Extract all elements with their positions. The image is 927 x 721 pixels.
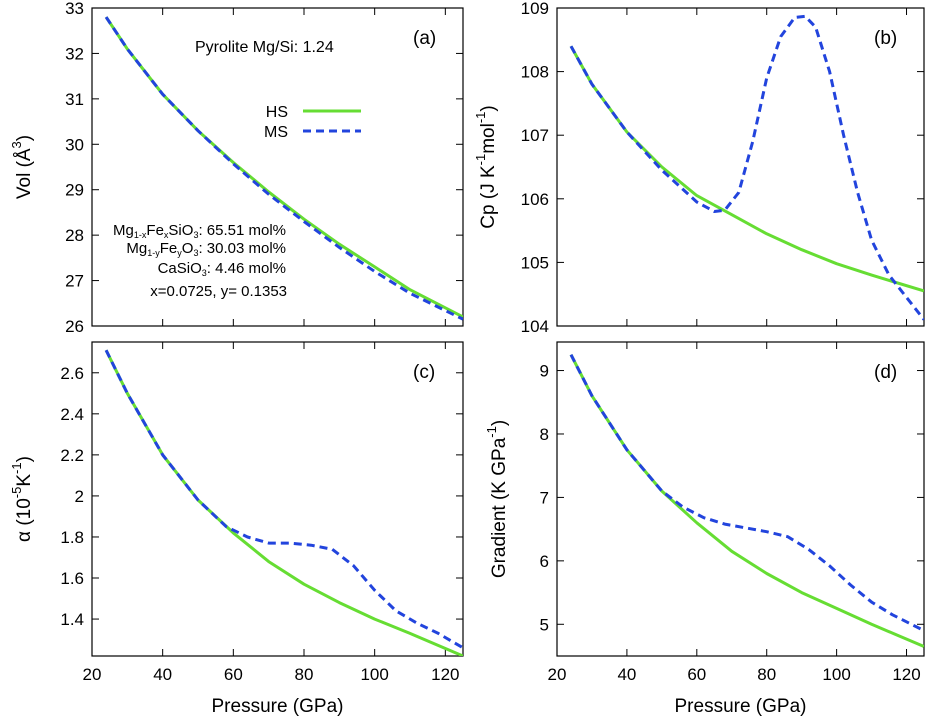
panel-label: (b) <box>874 28 897 49</box>
panel-d: 20 40 60 80 100 120 5 6 7 8 9 (d) Pressure (GPa) Grad… <box>484 341 925 717</box>
x-tick-label: 100 <box>822 665 850 684</box>
composition-mgsio3: Mg1-xFexSiO3: 65.51 mol% <box>113 222 286 240</box>
plot-frame <box>556 341 925 657</box>
plot-frame <box>91 7 464 327</box>
legend-label-ms: MS <box>264 124 288 141</box>
x-tick-label: 60 <box>224 665 243 684</box>
x-tick-label: 40 <box>153 665 172 684</box>
y-tick-label: 28 <box>65 226 84 245</box>
composition-xy: x=0.0725, y= 0.1353 <box>150 283 287 300</box>
y-axis-label: Gradient (K GPa-1) <box>484 420 510 578</box>
series-line-ms <box>104 349 463 650</box>
x-tick-label: 20 <box>548 665 567 684</box>
y-tick-label: 2 <box>75 487 84 506</box>
composition-casio3: CaSiO3: 4.46 mol% <box>158 260 286 278</box>
y-tick-label: 29 <box>65 181 84 200</box>
legend: HS MS <box>264 104 361 141</box>
y-tick-label: 30 <box>65 135 84 154</box>
composition-annotation: Mg1-xFexSiO3: 65.51 mol% Mg1-yFeyO3: 30.… <box>113 222 287 300</box>
series-line-hs <box>104 16 463 319</box>
y-tick-label: 31 <box>65 90 84 109</box>
x-tick-label: 120 <box>431 665 459 684</box>
y-tick-label: 107 <box>521 126 549 145</box>
series-line-hs <box>569 354 924 648</box>
x-tick-label: 60 <box>687 665 706 684</box>
plot-frame <box>91 341 464 657</box>
y-tick-label: 27 <box>65 272 84 291</box>
y-axis-label: Vol (Å3) <box>9 135 35 199</box>
x-tick-label: 100 <box>360 665 388 684</box>
y-tick-label: 2.4 <box>60 405 84 424</box>
y-tick-label: 26 <box>65 317 84 336</box>
y-tick-label: 6 <box>540 552 549 571</box>
y-axis-label: Cp (J K-1mol-1) <box>473 105 499 228</box>
series-line-ms <box>569 14 924 321</box>
y-tick-label: 104 <box>521 317 549 336</box>
panel-a: 26 27 28 29 30 31 32 33 (a) Vol (Å3) <box>9 0 464 336</box>
y-tick-label: 1.6 <box>60 569 84 588</box>
x-tick-label: 40 <box>617 665 636 684</box>
series-line-ms <box>569 354 924 632</box>
y-tick-label: 2.6 <box>60 364 84 383</box>
y-tick-label: 1.8 <box>60 528 84 547</box>
y-axis-label: α (10-5K-1) <box>9 456 35 542</box>
y-tick-label: 5 <box>540 615 549 634</box>
y-tick-label: 108 <box>521 63 549 82</box>
panel-b: 104 105 106 107 108 109 (b) Cp (J K-1mol-1) <box>473 0 925 336</box>
y-tick-label: 32 <box>65 44 84 63</box>
x-tick-label: 20 <box>83 665 102 684</box>
y-tick-label: 109 <box>521 0 549 18</box>
plot-frame <box>556 7 925 327</box>
panel-label: (c) <box>413 362 435 383</box>
series-line-hs <box>569 45 924 293</box>
series-line-hs <box>104 349 463 656</box>
y-tick-label: 1.4 <box>60 610 84 629</box>
x-axis-label: Pressure (GPa) <box>212 696 344 717</box>
x-tick-label: 120 <box>892 665 920 684</box>
panel-label: (a) <box>413 28 436 49</box>
y-tick-label: 7 <box>540 488 549 507</box>
figure-title: Pyrolite Mg/Si: 1.24 <box>195 39 334 56</box>
x-tick-label: 80 <box>757 665 776 684</box>
composition-mgfeo: Mg1-yFeyO3: 30.03 mol% <box>126 240 286 258</box>
y-tick-label: 105 <box>521 253 549 272</box>
panel-label: (d) <box>874 362 897 383</box>
legend-label-hs: HS <box>266 104 288 121</box>
x-axis-label: Pressure (GPa) <box>675 696 807 717</box>
series-line-ms <box>104 16 463 321</box>
x-tick-label: 80 <box>295 665 314 684</box>
y-tick-label: 2.2 <box>60 446 84 465</box>
y-tick-label: 33 <box>65 0 84 18</box>
y-tick-label: 9 <box>540 362 549 381</box>
panel-c: 20 40 60 80 100 120 1.4 1.6 1.8 2 2.2 2.4 2.6 (c) Pres… <box>9 341 464 717</box>
y-tick-label: 106 <box>521 190 549 209</box>
y-tick-label: 8 <box>540 425 549 444</box>
